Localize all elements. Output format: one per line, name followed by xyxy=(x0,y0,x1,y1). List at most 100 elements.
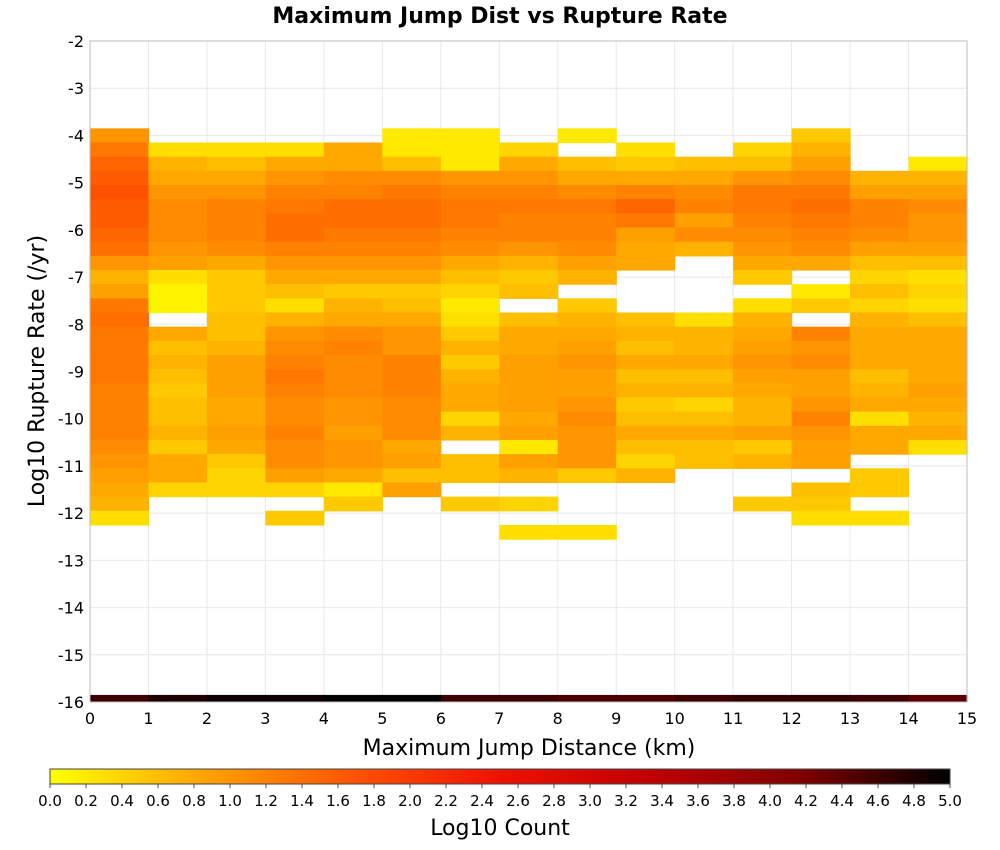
heatmap-cell xyxy=(206,185,266,200)
heatmap-cell xyxy=(440,369,500,384)
colorbar-tick-label: 0.0 xyxy=(38,792,62,810)
heatmap-cell xyxy=(733,454,793,469)
heatmap-cell xyxy=(499,269,559,285)
heatmap-cell xyxy=(557,298,617,314)
heatmap-cell xyxy=(850,439,910,455)
colorbar-tick-label: 5.0 xyxy=(938,792,962,810)
heatmap-cell-bottom xyxy=(908,694,968,702)
heatmap-cell xyxy=(791,383,851,399)
heatmap-cell xyxy=(90,312,150,328)
heatmap-cell xyxy=(557,213,617,229)
colorbar-tick-label: 2.4 xyxy=(470,792,494,810)
heatmap-cell xyxy=(616,425,676,441)
heatmap-cell xyxy=(733,199,793,214)
heatmap-cell xyxy=(265,425,325,441)
heatmap-cell xyxy=(791,482,851,498)
heatmap-cell xyxy=(148,340,208,356)
heatmap-cell xyxy=(733,411,793,427)
heatmap-cell-bottom xyxy=(206,694,266,702)
heatmap-cell xyxy=(908,312,968,328)
heatmap-cell xyxy=(90,383,150,399)
colorbar-tick-label: 4.2 xyxy=(794,792,818,810)
heatmap-cell xyxy=(791,241,851,257)
heatmap-cell xyxy=(850,411,910,427)
heatmap-cell xyxy=(382,241,442,257)
heatmap-cell xyxy=(323,170,383,186)
heatmap-cell xyxy=(206,369,266,384)
heatmap-cell xyxy=(908,227,968,243)
heatmap-cell xyxy=(206,439,266,455)
heatmap-cell xyxy=(499,170,559,186)
x-tick-label: 3 xyxy=(260,709,270,728)
heatmap-cell xyxy=(440,156,500,172)
heatmap-cell xyxy=(90,454,150,469)
y-tick-label: -5 xyxy=(68,174,84,193)
colorbar-tick-label: 2.2 xyxy=(434,792,458,810)
heatmap-cell xyxy=(499,284,559,299)
heatmap-cell xyxy=(557,425,617,441)
heatmap-cell xyxy=(90,397,150,413)
heatmap-cell xyxy=(148,326,208,342)
heatmap-cell xyxy=(791,454,851,469)
heatmap-cell xyxy=(206,326,266,342)
heatmap-cell xyxy=(616,326,676,342)
heatmap-cell xyxy=(674,312,734,328)
heatmap-cell xyxy=(674,156,734,172)
colorbar-tick-label: 1.2 xyxy=(254,792,278,810)
heatmap-cell xyxy=(148,241,208,257)
heatmap-cell xyxy=(850,340,910,356)
heatmap-cell xyxy=(440,468,500,484)
y-tick-label: -11 xyxy=(58,457,84,476)
heatmap-cell xyxy=(733,312,793,328)
heatmap-cell xyxy=(90,411,150,427)
heatmap-cell xyxy=(206,255,266,271)
heatmap-cell xyxy=(148,425,208,441)
heatmap-cell xyxy=(440,213,500,229)
heatmap-cell xyxy=(733,397,793,413)
heatmap-cell xyxy=(908,369,968,384)
heatmap-cell xyxy=(323,142,383,158)
heatmap-cell xyxy=(908,326,968,342)
heatmap-cell xyxy=(616,439,676,455)
heatmap-cell-bottom xyxy=(440,694,500,702)
heatmap-cell xyxy=(440,397,500,413)
heatmap-cell xyxy=(148,170,208,186)
heatmap-cell xyxy=(265,326,325,342)
heatmap-cell xyxy=(265,298,325,314)
heatmap-cell xyxy=(206,142,266,158)
heatmap-cell xyxy=(90,255,150,271)
heatmap-cell xyxy=(908,199,968,214)
heatmap-cell-bottom xyxy=(499,694,559,702)
heatmap-cell xyxy=(148,468,208,484)
x-tick-label: 4 xyxy=(319,709,329,728)
heatmap-cell xyxy=(733,241,793,257)
heatmap-cell xyxy=(265,354,325,370)
heatmap-cell xyxy=(791,142,851,158)
heatmap-cell xyxy=(557,241,617,257)
heatmap-cell xyxy=(265,397,325,413)
heatmap-cell xyxy=(908,269,968,285)
heatmap-cell xyxy=(323,156,383,172)
colorbar-tick-label: 2.8 xyxy=(542,792,566,810)
heatmap-cell xyxy=(908,397,968,413)
heatmap-cell xyxy=(206,312,266,328)
heatmap-cell xyxy=(265,227,325,243)
heatmap-cell xyxy=(382,354,442,370)
heatmap-cell xyxy=(206,411,266,427)
heatmap-cell xyxy=(499,312,559,328)
x-tick-label: 9 xyxy=(611,709,621,728)
heatmap-cell xyxy=(616,468,676,484)
heatmap-cell xyxy=(382,397,442,413)
heatmap-cell xyxy=(557,354,617,370)
heatmap-cell xyxy=(674,340,734,356)
y-tick-label: -9 xyxy=(68,363,84,382)
heatmap-cell xyxy=(791,439,851,455)
y-axis-ticks: -2 -3 -4 -5 -6 -7 -8 -9 -10 -11 -12 -13 -14 -15 -16 xyxy=(58,32,84,712)
heatmap-cell xyxy=(850,298,910,314)
colorbar-tick-label: 3.4 xyxy=(650,792,674,810)
heatmap-cell xyxy=(557,199,617,214)
heatmap-cell xyxy=(557,383,617,399)
colorbar-tick-label: 2.6 xyxy=(506,792,530,810)
heatmap-cell xyxy=(148,185,208,200)
heatmap-cell xyxy=(791,496,851,512)
